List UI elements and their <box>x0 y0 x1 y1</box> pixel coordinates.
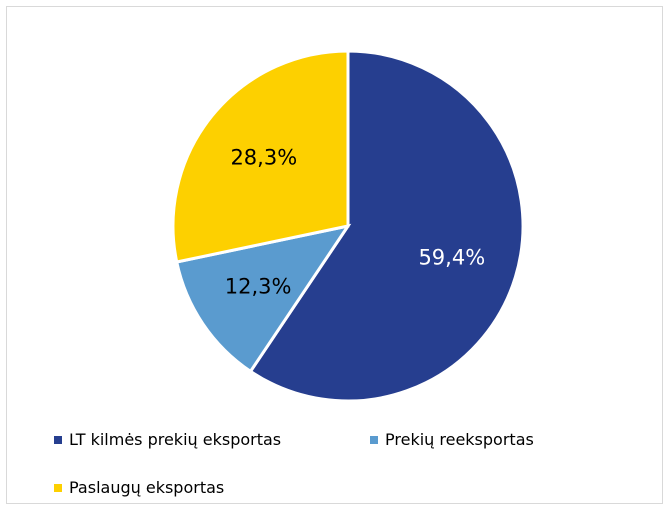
data-label-lt-kilmes: 59,4% <box>418 246 485 270</box>
data-label-paslaugu: 28,3% <box>230 146 297 170</box>
pie-slices <box>171 49 525 403</box>
pie-slice-lt-kilmes <box>248 49 525 403</box>
pie-slice-reeksportas <box>174 223 352 374</box>
pie-slice-paslaugu <box>171 49 350 264</box>
data-label-reeksportas: 12,3% <box>225 275 292 299</box>
pie-labels: 59,4% 12,3% 28,3% <box>225 146 485 299</box>
